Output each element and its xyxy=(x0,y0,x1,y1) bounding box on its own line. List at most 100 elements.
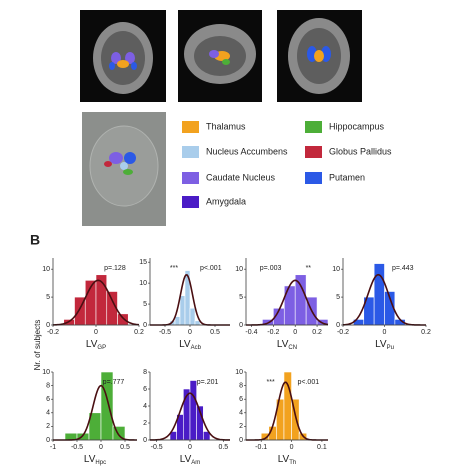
y-tick-label: 2 xyxy=(239,423,243,430)
annotation: p<.001 xyxy=(298,379,320,386)
x-tick-label: -0.2 xyxy=(337,329,349,336)
histogram-bar xyxy=(174,316,181,326)
x-axis-label-sub: GP xyxy=(97,345,106,351)
x-axis-label: LVAm xyxy=(180,454,201,466)
x-axis-label-main: LV xyxy=(375,339,387,350)
mri-axial xyxy=(277,10,362,102)
histogram-bar xyxy=(189,307,196,326)
y-tick-label: 10 xyxy=(139,280,147,287)
y-tick-label: 5 xyxy=(239,294,243,301)
fit-curve xyxy=(52,279,140,326)
x-tick-label: -1 xyxy=(50,444,56,451)
y-tick-label: 6 xyxy=(46,396,50,403)
x-tick-label: -0.5 xyxy=(159,329,171,336)
y-tick-label: 10 xyxy=(332,266,340,273)
y-tick-label: 2 xyxy=(143,420,147,427)
y-tick-label: 0 xyxy=(239,437,243,444)
x-tick-label: 0 xyxy=(383,329,387,336)
y-tick-label: 8 xyxy=(239,382,243,389)
annotation: p=.201 xyxy=(197,379,219,386)
y-tick-label: 0 xyxy=(336,322,340,329)
x-axis-label-main: LV xyxy=(84,454,96,465)
annotation: *** xyxy=(267,379,275,386)
brain-3d xyxy=(82,112,166,226)
histogram-bar xyxy=(294,274,307,326)
legend-label: Globus Pallidus xyxy=(329,146,392,156)
legend-label: Nucleus Accumbens xyxy=(206,146,288,156)
mri-coronal xyxy=(80,10,166,102)
x-tick-label: 0.5 xyxy=(120,444,130,451)
legend-label: Hippocampus xyxy=(329,121,385,131)
legend-swatch xyxy=(305,146,322,158)
legend-label: Caudate Nucleus xyxy=(206,172,276,182)
y-tick-label: 6 xyxy=(143,386,147,393)
x-tick-label: 0 xyxy=(293,329,297,336)
x-axis-label-sub: CN xyxy=(288,345,297,351)
x-tick-label: 0.1 xyxy=(317,444,327,451)
x-tick-label: 0.2 xyxy=(312,329,322,336)
x-axis-label: LVGP xyxy=(86,339,106,351)
histogram-bar xyxy=(189,380,197,441)
y-tick-label: 8 xyxy=(46,382,50,389)
x-tick-label: -0.5 xyxy=(71,444,83,451)
x-axis-label-main: LV xyxy=(180,454,192,465)
y-tick-label: 10 xyxy=(235,266,243,273)
legend-label: Amygdala xyxy=(206,196,246,206)
y-tick-label: 4 xyxy=(239,410,243,417)
y-tick-label: 2 xyxy=(46,423,50,430)
annotation: p=.777 xyxy=(103,379,125,386)
x-tick-label: 0.5 xyxy=(218,444,228,451)
x-tick-label: -0.5 xyxy=(151,444,163,451)
y-tick-label: 15 xyxy=(139,259,147,266)
x-axis-label-sub: Hpc xyxy=(95,460,106,466)
mri-sagittal xyxy=(178,10,262,102)
x-tick-label: -0.2 xyxy=(47,329,59,336)
y-tick-label: 4 xyxy=(143,403,147,410)
y-tick-label: 8 xyxy=(143,369,147,376)
legend-swatch xyxy=(305,172,322,184)
x-tick-label: 0 xyxy=(94,329,98,336)
annotation: *** xyxy=(170,265,178,272)
x-axis-label: LVTh xyxy=(278,454,297,466)
legend-label: Putamen xyxy=(329,172,365,182)
x-tick-label: 0.2 xyxy=(421,329,431,336)
histogram-bar xyxy=(179,295,186,326)
histogram-bar xyxy=(373,263,385,326)
panel-label: B xyxy=(30,232,40,248)
y-axis-label: Nr. of subjects xyxy=(33,320,42,371)
x-axis-label-sub: Am xyxy=(191,460,200,466)
fit-curve xyxy=(150,392,230,441)
y-tick-label: 10 xyxy=(235,369,243,376)
y-tick-label: 10 xyxy=(42,369,50,376)
y-tick-label: 0 xyxy=(143,322,147,329)
legend-swatch xyxy=(182,146,199,158)
y-tick-label: 5 xyxy=(336,294,340,301)
x-axis-label-main: LV xyxy=(86,339,98,350)
y-tick-label: 0 xyxy=(46,322,50,329)
x-axis-label-main: LV xyxy=(179,339,191,350)
x-tick-label: -0.1 xyxy=(255,444,267,451)
x-axis-label-sub: Th xyxy=(289,460,296,466)
y-tick-label: 5 xyxy=(143,301,147,308)
legend-swatch xyxy=(182,172,199,184)
x-tick-label: 0.5 xyxy=(210,329,220,336)
y-tick-label: 4 xyxy=(46,410,50,417)
x-axis-label: LVAcb xyxy=(179,339,202,351)
x-tick-label: -0.2 xyxy=(267,329,279,336)
x-axis-label-main: LV xyxy=(277,339,289,350)
annotation: p=.128 xyxy=(104,265,126,272)
x-tick-label: 0.2 xyxy=(134,329,144,336)
y-tick-label: 0 xyxy=(46,437,50,444)
annotation: p=.443 xyxy=(392,265,414,272)
x-tick-label: 0 xyxy=(99,444,103,451)
y-tick-label: 0 xyxy=(143,437,147,444)
legend-label: Thalamus xyxy=(206,121,246,131)
x-axis-label: LVHpc xyxy=(84,454,106,466)
x-axis-label: LVPu xyxy=(375,339,394,351)
x-tick-label: 0 xyxy=(290,444,294,451)
y-tick-label: 0 xyxy=(239,322,243,329)
legend: Thalamus Nucleus Accumbens Caudate Nucleus… xyxy=(182,121,392,208)
annotation: p=.003 xyxy=(260,265,282,272)
